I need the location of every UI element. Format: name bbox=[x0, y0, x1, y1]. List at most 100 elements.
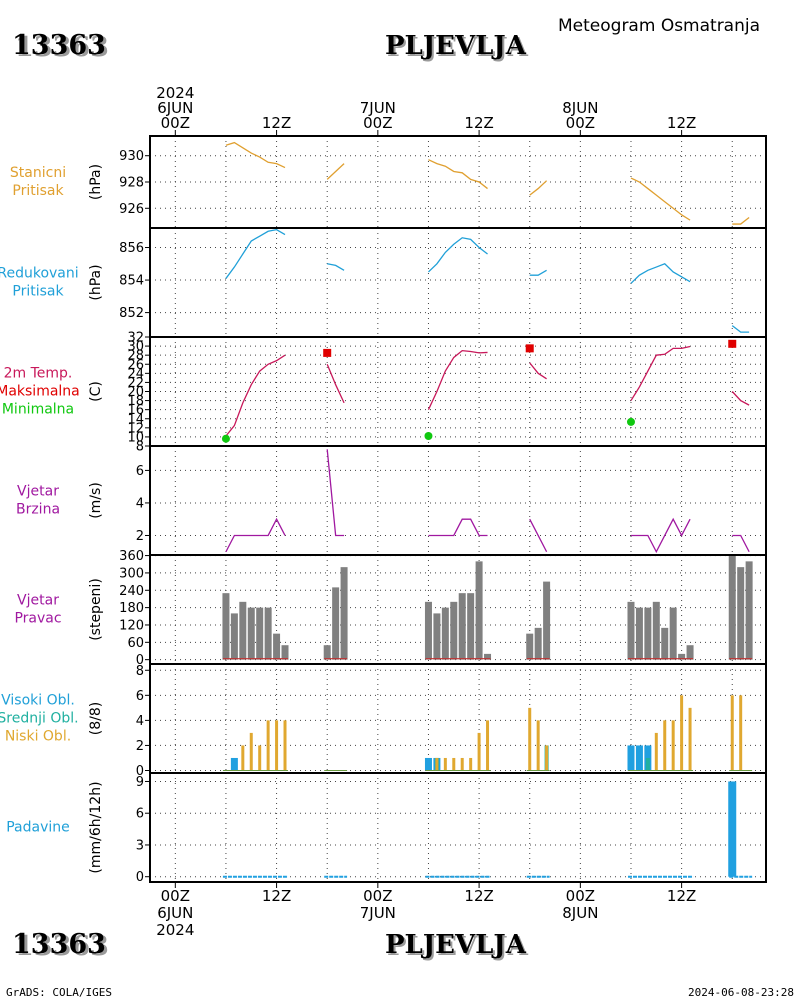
direction-bar bbox=[450, 601, 458, 660]
low-cloud-bar bbox=[654, 732, 658, 771]
panel-label: Vjetar bbox=[17, 484, 59, 500]
y-tick-label: 6 bbox=[136, 464, 144, 479]
panel-label: Visoki Obl. bbox=[1, 693, 75, 709]
direction-bar bbox=[526, 633, 534, 660]
y-axis-unit: (mm/6h/12h) bbox=[88, 781, 104, 873]
direction-bar bbox=[737, 567, 745, 660]
panel-clouds: 0 2 4 6 8 (8/8) Visoki Obl. Srednji Obl. Niski O… bbox=[0, 663, 767, 779]
low-cloud-bar bbox=[241, 745, 245, 771]
y-axis-unit: (m/s) bbox=[88, 482, 104, 519]
panel-label: Maksimalna bbox=[0, 384, 80, 400]
direction-bar bbox=[323, 645, 331, 660]
y-tick-label: 16 bbox=[127, 403, 144, 418]
series-line bbox=[529, 518, 548, 553]
low-cloud-bar bbox=[258, 745, 262, 771]
y-tick-label: 926 bbox=[119, 202, 144, 217]
footer-header-repeat: 13363 13363 PLJEVLJA PLJEVLJA GrADS: COL… bbox=[6, 929, 794, 999]
station-id-footer: 13363 bbox=[12, 929, 106, 960]
station-name-footer: PLJEVLJA bbox=[385, 930, 527, 960]
y-tick-label: 32 bbox=[127, 331, 144, 346]
y-tick-label: 8 bbox=[136, 664, 144, 679]
panel-wind-speed: 2 4 6 (m/s) Vjetar Brzina bbox=[16, 445, 767, 556]
direction-bar bbox=[686, 645, 694, 660]
low-cloud-bar bbox=[528, 707, 532, 771]
y-tick-label: 14 bbox=[127, 412, 144, 427]
direction-bar bbox=[247, 607, 255, 660]
bottom-time-label: 00Z bbox=[161, 887, 190, 905]
direction-bar bbox=[661, 627, 669, 660]
series-line bbox=[529, 362, 547, 380]
series-line bbox=[630, 177, 691, 221]
y-tick-label: 6 bbox=[136, 689, 144, 704]
top-time-label: 12Z bbox=[464, 114, 493, 132]
station-id-shadow: 13363 bbox=[15, 32, 109, 63]
low-cloud-bar bbox=[443, 757, 447, 771]
bottom-time-label: 00Z bbox=[363, 887, 392, 905]
direction-bar bbox=[635, 607, 643, 660]
y-tick-label: 120 bbox=[119, 618, 144, 633]
direction-bar bbox=[256, 607, 264, 660]
low-cloud-bar bbox=[545, 745, 549, 771]
footer-timestamp: 2024-06-08-23:28 bbox=[688, 986, 794, 999]
high-cloud-bar bbox=[230, 757, 238, 771]
mid-cloud-bar bbox=[645, 757, 650, 771]
low-cloud-bar bbox=[477, 732, 481, 771]
y-tick-label: 4 bbox=[136, 496, 144, 511]
panel-label: 2m Temp. bbox=[4, 366, 73, 382]
bottom-time-label: 12Z bbox=[262, 887, 291, 905]
low-cloud-bar bbox=[249, 732, 253, 771]
panel-label: Srednji Obl. bbox=[0, 711, 79, 727]
series-line bbox=[529, 180, 548, 196]
low-cloud-bar bbox=[671, 720, 675, 771]
top-time-label: 00Z bbox=[363, 114, 392, 132]
series-line bbox=[428, 159, 488, 190]
panels: 926928930(hPa)StanicniPritisak852854856(… bbox=[0, 130, 767, 888]
panel-label: Pritisak bbox=[12, 284, 64, 300]
y-tick-label: 20 bbox=[127, 385, 144, 400]
top-time-label: 8JUN bbox=[562, 99, 598, 117]
min-temp-marker bbox=[424, 432, 433, 441]
station-id: 13363 bbox=[12, 30, 106, 61]
bottom-time-label: 2024 bbox=[156, 921, 194, 939]
direction-bar bbox=[484, 653, 492, 660]
y-tick-label: 3 bbox=[136, 838, 144, 853]
direction-bar bbox=[441, 607, 449, 660]
y-axis-unit: (hPa) bbox=[88, 264, 104, 300]
y-tick-label: 2 bbox=[136, 529, 144, 544]
y-axis-unit: (C) bbox=[88, 381, 104, 402]
series-line bbox=[326, 163, 345, 180]
direction-bar bbox=[534, 627, 542, 660]
y-tick-label: 24 bbox=[127, 367, 144, 382]
footer-credit: GrADS: COLA/IGES bbox=[6, 986, 112, 999]
top-time-label: 6JUN bbox=[157, 99, 193, 117]
station-name-shadow: PLJEVLJA bbox=[387, 33, 529, 63]
direction-bar bbox=[239, 601, 247, 660]
top-time-label: 00Z bbox=[566, 114, 595, 132]
y-axis-unit: (stepeni) bbox=[88, 578, 104, 641]
series-line bbox=[225, 141, 286, 169]
high-cloud-bar bbox=[424, 757, 432, 771]
bottom-time-label: 7JUN bbox=[360, 904, 396, 922]
direction-bar bbox=[678, 653, 686, 660]
y-tick-label: 0 bbox=[136, 653, 144, 668]
y-tick-label: 0 bbox=[136, 870, 144, 885]
direction-bar bbox=[281, 645, 289, 660]
direction-bar bbox=[332, 587, 340, 660]
bottom-time-label: 6JUN bbox=[157, 904, 193, 922]
y-tick-label: 928 bbox=[119, 176, 144, 191]
y-tick-label: 28 bbox=[127, 349, 144, 364]
direction-bar bbox=[467, 593, 475, 660]
direction-bar bbox=[543, 581, 551, 660]
panel-label: Pritisak bbox=[12, 183, 64, 199]
header: 13363 13363 PLJEVLJA PLJEVLJA Meteogram … bbox=[12, 16, 760, 63]
panel-frame bbox=[149, 772, 767, 883]
panel-precipitation: 0 3 6 9 (mm/6h/12h) Padavine bbox=[6, 772, 767, 885]
y-tick-label: 26 bbox=[127, 358, 144, 373]
panel-label: Vjetar bbox=[17, 593, 59, 609]
series-line bbox=[326, 449, 345, 537]
series-line bbox=[731, 325, 750, 333]
precip-bar bbox=[728, 781, 737, 877]
series-line bbox=[630, 517, 691, 554]
